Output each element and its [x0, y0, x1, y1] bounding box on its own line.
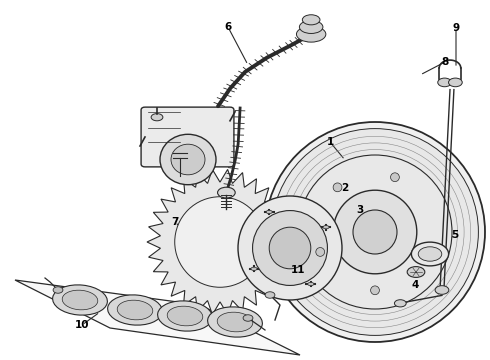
Ellipse shape [167, 306, 203, 326]
Ellipse shape [52, 285, 107, 315]
Ellipse shape [251, 267, 257, 270]
Text: 11: 11 [291, 265, 305, 275]
Ellipse shape [218, 187, 235, 198]
Ellipse shape [412, 242, 449, 266]
Text: 3: 3 [356, 205, 364, 215]
Ellipse shape [217, 312, 253, 332]
Ellipse shape [265, 292, 275, 298]
Ellipse shape [435, 286, 449, 294]
Ellipse shape [391, 173, 399, 181]
Text: 7: 7 [172, 217, 179, 227]
Ellipse shape [266, 210, 272, 213]
Ellipse shape [238, 196, 342, 300]
Ellipse shape [296, 26, 326, 42]
Text: 8: 8 [441, 57, 449, 67]
Ellipse shape [316, 248, 324, 256]
Ellipse shape [353, 210, 397, 254]
Ellipse shape [160, 134, 216, 185]
Ellipse shape [151, 114, 163, 121]
Ellipse shape [265, 122, 485, 342]
Text: 4: 4 [411, 280, 418, 290]
Ellipse shape [53, 287, 63, 293]
Ellipse shape [323, 225, 329, 229]
Ellipse shape [418, 247, 442, 261]
Text: 2: 2 [342, 183, 348, 193]
Ellipse shape [299, 21, 323, 33]
Text: 6: 6 [224, 22, 232, 32]
Ellipse shape [370, 286, 379, 295]
Text: 1: 1 [326, 137, 334, 147]
Ellipse shape [438, 78, 451, 87]
Ellipse shape [252, 211, 327, 285]
Ellipse shape [333, 183, 342, 192]
Ellipse shape [448, 78, 462, 87]
Polygon shape [147, 170, 293, 315]
Ellipse shape [62, 290, 98, 310]
Ellipse shape [394, 300, 406, 307]
Ellipse shape [171, 144, 205, 175]
Ellipse shape [302, 15, 320, 25]
Text: 5: 5 [451, 230, 459, 240]
Ellipse shape [425, 248, 434, 256]
Ellipse shape [158, 301, 212, 331]
Ellipse shape [271, 129, 478, 336]
Ellipse shape [298, 155, 452, 309]
Ellipse shape [269, 227, 311, 269]
Ellipse shape [208, 307, 262, 337]
Ellipse shape [175, 197, 265, 287]
Ellipse shape [407, 267, 425, 278]
Ellipse shape [243, 315, 253, 321]
FancyBboxPatch shape [141, 107, 234, 167]
Text: 9: 9 [452, 23, 460, 33]
Ellipse shape [308, 282, 314, 286]
Polygon shape [15, 280, 300, 355]
Ellipse shape [108, 295, 162, 325]
Ellipse shape [333, 190, 417, 274]
Text: 10: 10 [75, 320, 89, 330]
Ellipse shape [117, 300, 153, 320]
